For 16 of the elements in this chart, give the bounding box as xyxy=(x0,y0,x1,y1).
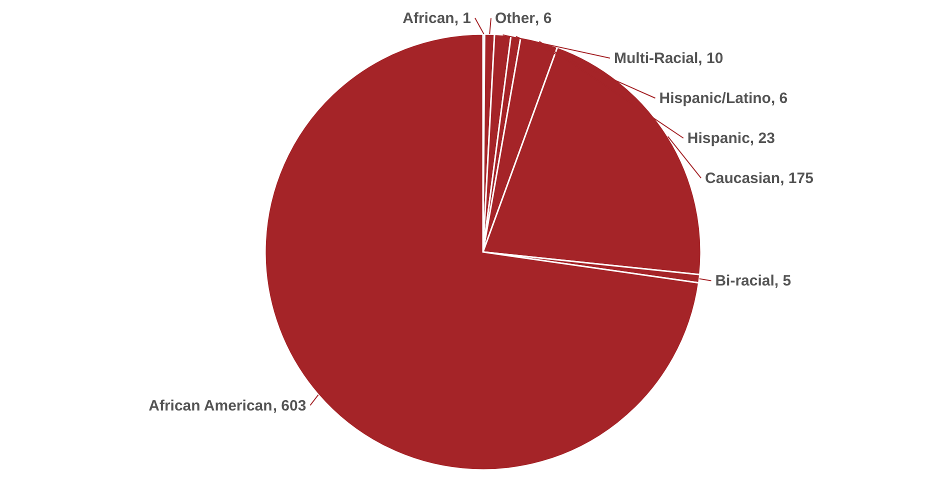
slice-label: Caucasian xyxy=(705,170,780,188)
slice-label: Bi-racial xyxy=(715,272,774,290)
data-label: , 175 xyxy=(780,170,814,188)
slice-label: Hispanic/Latino xyxy=(659,90,771,108)
slice-label: Multi-Racial xyxy=(614,50,698,68)
data-label: , 10 xyxy=(698,50,724,68)
data-label: , 5 xyxy=(774,272,792,290)
data-label: , 603 xyxy=(272,397,306,414)
data-label: , 6 xyxy=(770,90,788,108)
data-label: , 1 xyxy=(454,10,472,27)
slice-label: African xyxy=(402,10,454,27)
slice-label: Other xyxy=(495,10,536,28)
slice-label: Hispanic xyxy=(687,130,750,148)
data-label: , 23 xyxy=(750,130,775,148)
data-label: , 6 xyxy=(535,10,552,28)
slice-label: African American xyxy=(148,397,272,414)
